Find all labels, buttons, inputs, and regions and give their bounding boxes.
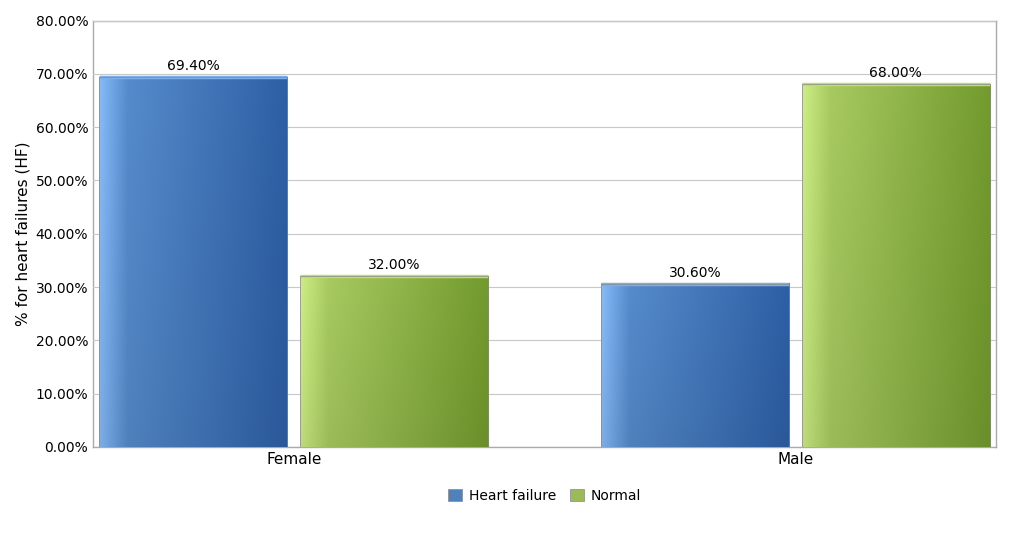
Bar xyxy=(99,77,287,447)
Legend: Heart failure, Normal: Heart failure, Normal xyxy=(443,483,647,508)
Text: 30.60%: 30.60% xyxy=(668,266,721,280)
Text: 69.40%: 69.40% xyxy=(167,58,219,73)
Bar xyxy=(802,85,990,447)
Text: 32.00%: 32.00% xyxy=(368,258,421,272)
Bar xyxy=(300,276,488,447)
Y-axis label: % for heart failures (HF): % for heart failures (HF) xyxy=(15,141,30,326)
Bar xyxy=(601,284,789,447)
Text: 68.00%: 68.00% xyxy=(869,66,922,80)
